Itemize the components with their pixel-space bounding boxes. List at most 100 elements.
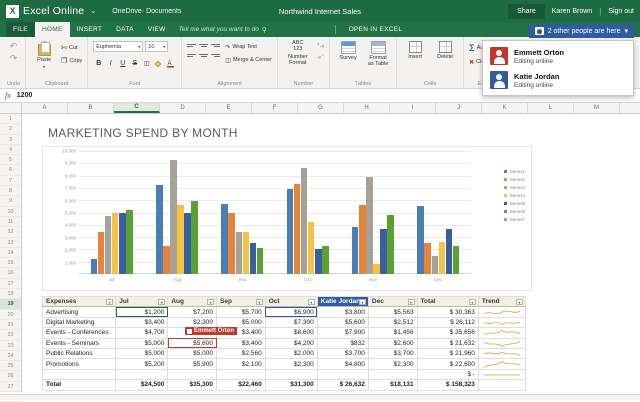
bar-series6-nov[interactable] (387, 214, 394, 274)
bar-series4-aug[interactable] (177, 205, 184, 274)
column-header-l[interactable]: L (528, 103, 574, 113)
column-header-g[interactable]: G (298, 103, 344, 113)
bar-series3-dec[interactable] (431, 256, 438, 274)
row-total[interactable]: $ 26,112 (416, 316, 479, 329)
row-total[interactable]: $ 22,600 (416, 358, 479, 370)
breadcrumb[interactable]: OneDrive· Documents (112, 7, 182, 15)
cell-value[interactable]: $5,000 (167, 347, 218, 360)
insert-cells-button[interactable]: Insert (402, 39, 428, 60)
expense-label[interactable]: Public Relations (41, 347, 117, 360)
cell-value[interactable]: $7,300 (264, 316, 318, 329)
trend-sparkline[interactable] (477, 347, 527, 360)
paste-button[interactable]: Paste ▾ (31, 39, 57, 69)
cell-value[interactable]: $6,900 (264, 306, 318, 318)
cell-value[interactable]: $2,100 (216, 358, 266, 370)
format-as-table-button[interactable]: Format as Table (365, 39, 391, 67)
row-header-7[interactable]: 7 (0, 176, 21, 187)
column-header-e[interactable]: E (206, 103, 252, 113)
cut-button[interactable]: ✄ Cut (61, 43, 82, 53)
row-total[interactable]: $ 35,656 (416, 327, 479, 339)
cell-value[interactable]: $5,563 (367, 306, 418, 318)
total-cell[interactable]: $24,500 (115, 379, 169, 391)
column-header-j[interactable]: J (436, 103, 482, 113)
trend-sparkline[interactable] (477, 358, 527, 370)
column-header-a[interactable]: A (22, 103, 68, 113)
bar-series6-aug[interactable] (191, 201, 198, 274)
total-cell[interactable]: $35,300 (167, 379, 218, 391)
trend-sparkline[interactable] (477, 316, 527, 329)
chevron-down-icon[interactable]: ▾ (43, 64, 46, 69)
bar-series2-dec[interactable] (424, 243, 431, 274)
row-header-25[interactable]: 25 (0, 361, 21, 372)
table-header-nov[interactable]: Katie Jordan ▾ (316, 295, 369, 308)
row-header-10[interactable]: 10 (0, 207, 21, 217)
tab-file[interactable]: FILE (6, 22, 35, 37)
wrap-text-button[interactable]: ↷ Wrap Text (225, 42, 272, 52)
legend-item-series3[interactable]: Series3 (503, 185, 525, 190)
align-top-icon[interactable] (187, 41, 197, 49)
filter-dropdown-icon[interactable]: ▾ (407, 299, 415, 305)
align-left-icon[interactable] (187, 51, 197, 59)
row-header-24[interactable]: 24 (0, 351, 21, 362)
row-header-23[interactable]: 23 (0, 341, 21, 351)
cell-value[interactable]: $7,200 (167, 306, 218, 318)
cell-value[interactable]: $5,600 (167, 337, 218, 349)
bar-series6-oct[interactable] (322, 245, 329, 274)
row-header-27[interactable]: 27 (0, 382, 21, 393)
tab-insert[interactable]: INSERT (76, 26, 103, 33)
table-row[interactable]: Public Relations $5,000 $5,000 $2,560 $2,000… (41, 347, 527, 360)
trend-sparkline[interactable] (477, 368, 527, 381)
merge-center-button[interactable]: ◫ Merge & Center (225, 55, 272, 65)
column-header-h[interactable]: H (344, 103, 390, 113)
legend-item-series7[interactable]: Series7 (503, 217, 525, 222)
cell-value[interactable]: $5,200 (115, 358, 169, 370)
total-cell[interactable]: $ 26,632 (316, 379, 369, 391)
open-in-excel-button[interactable]: OPEN IN EXCEL (348, 26, 403, 33)
column-header-f[interactable]: F (252, 103, 298, 113)
total-cell[interactable]: $18,131 (367, 379, 418, 391)
table-header-total[interactable]: Total ▾ (416, 295, 479, 308)
table-row[interactable]: Events - Seminars $5,000 $5,600 $3,400 $4,20… (41, 337, 527, 349)
legend-item-series4[interactable]: Series4 (503, 193, 525, 198)
align-right-icon[interactable] (211, 51, 221, 59)
table-header-sep[interactable]: Sep ▾ (216, 295, 266, 308)
row-header-15[interactable]: 15 (0, 258, 21, 269)
cell-value[interactable]: $3,400 (115, 316, 169, 329)
table-row[interactable]: Events - Conferences$4,700$9,300$3,400$8… (41, 327, 527, 339)
cell-value[interactable]: $5,600 (316, 316, 369, 329)
filter-dropdown-icon[interactable]: ▾ (158, 299, 166, 305)
bar-series5-dec[interactable] (445, 228, 453, 274)
cell-value[interactable]: $5,000 (115, 337, 169, 349)
bar-series5-sep[interactable] (249, 242, 257, 274)
row-header-5[interactable]: 5 (0, 155, 21, 166)
borders-icon[interactable]: ◫ (143, 61, 150, 67)
tab-home[interactable]: HOME (34, 22, 70, 37)
cell-value[interactable]: $8,600 (264, 327, 318, 339)
table-row[interactable]: Promotions $5,200 $5,900 $2,100 $2,300 $4,800… (41, 358, 527, 370)
bar-series5-oct[interactable] (315, 249, 322, 274)
cell-value[interactable]: $1,200 (115, 306, 169, 318)
row-total[interactable]: $ - (416, 368, 479, 381)
cell-value[interactable]: $4,800 (316, 358, 369, 370)
table-row[interactable]: Advertising $1,200 $7,200 $5,700 $6,900 $3,80… (41, 306, 527, 318)
bar-series2-nov[interactable] (359, 205, 366, 274)
cell-value[interactable]: $2,300 (264, 358, 318, 370)
row-header-9[interactable]: 9 (0, 196, 21, 207)
expense-label[interactable]: Events - Conferences (41, 327, 117, 339)
cell-value[interactable]: $4,200 (264, 337, 318, 349)
row-header-14[interactable]: 14 (0, 248, 21, 259)
cell-value[interactable]: $3,400 (216, 337, 266, 349)
cell-value[interactable]: $1,456 (367, 327, 418, 339)
bar-series4-sep[interactable] (242, 232, 250, 274)
row-header-20[interactable]: 20 (0, 310, 21, 320)
table-header-expenses[interactable]: Expenses ▾ (41, 295, 117, 308)
column-header-m[interactable]: M (574, 103, 620, 113)
cell-value[interactable]: $2,600 (367, 337, 418, 349)
font-size-select[interactable]: 10 ▾ (145, 41, 169, 52)
bar-series6-dec[interactable] (452, 245, 460, 274)
sign-out-link[interactable]: Sign out (608, 7, 634, 15)
cell-value[interactable] (115, 368, 169, 381)
bar-series4-oct[interactable] (307, 222, 315, 274)
increase-decimal-icon[interactable]: ⁺.₀ (316, 43, 325, 49)
bar-series2-aug[interactable] (163, 245, 170, 274)
